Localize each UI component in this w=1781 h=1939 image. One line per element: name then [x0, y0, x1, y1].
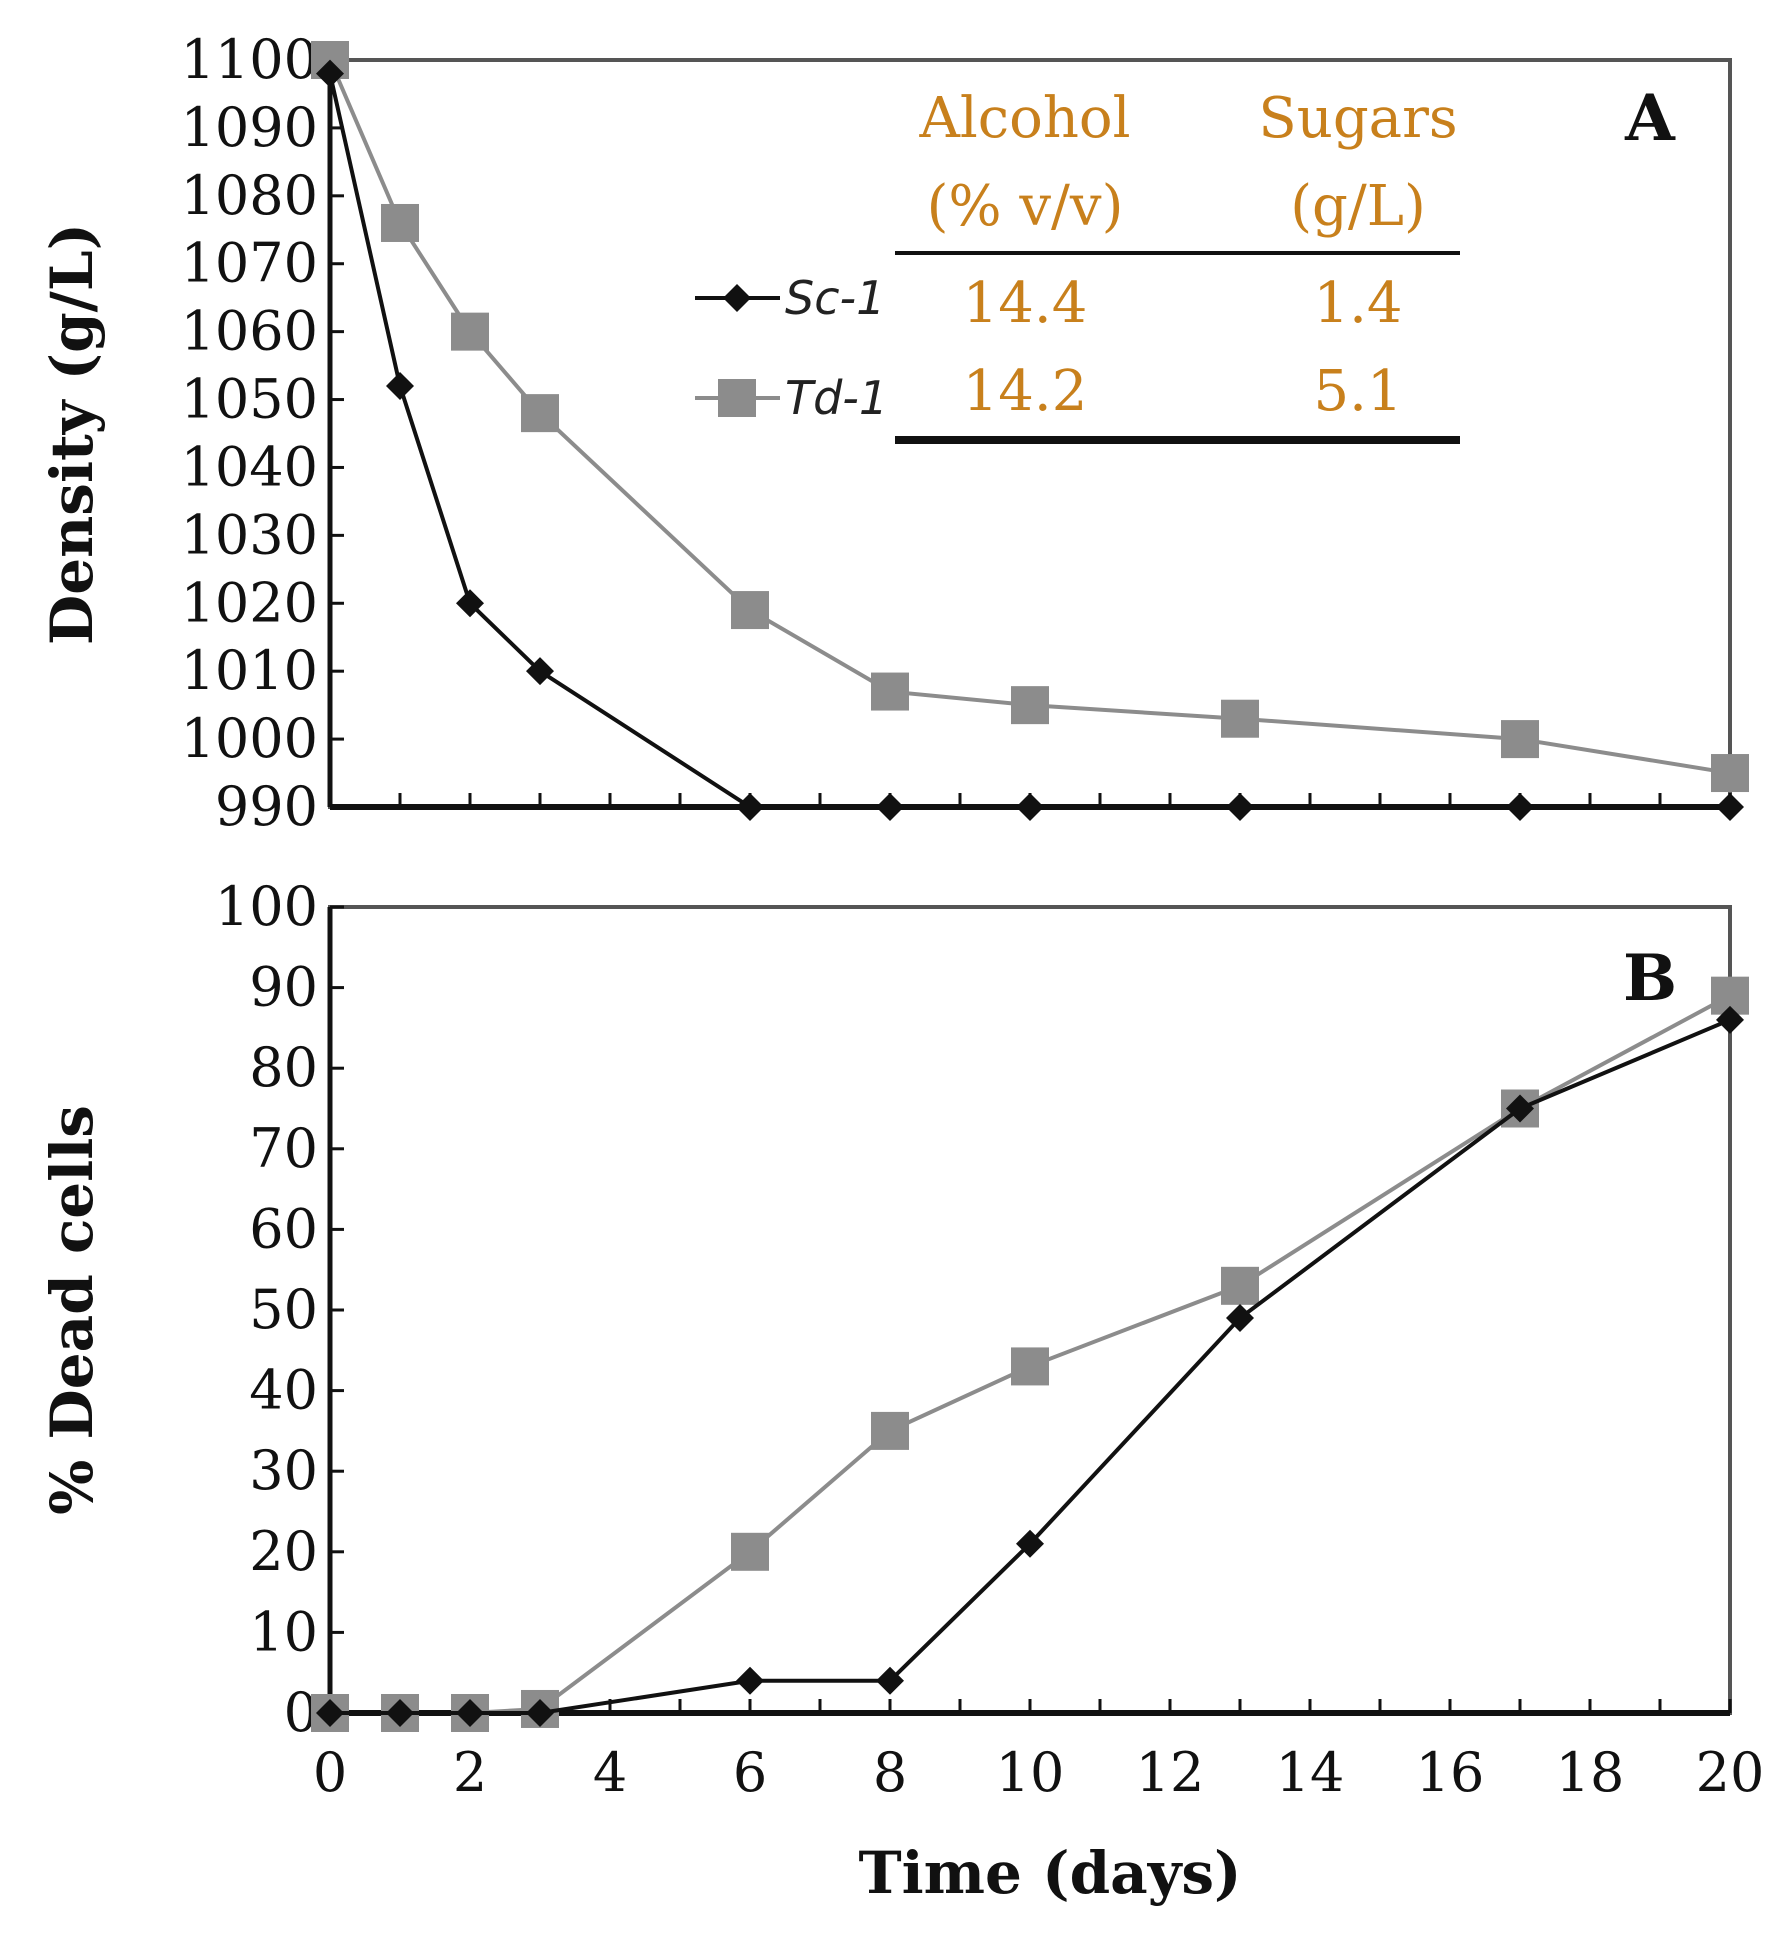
panel-b: B % Dead cells Time (days) 0 10 20 30 40 50 60… [38, 875, 1764, 1907]
panel-a-y-tick-label: 1000 [181, 707, 318, 770]
panel-b-y-tick-label: 80 [249, 1036, 318, 1099]
legend-sc1-label: Sc-1 [785, 271, 885, 325]
panel-b-y-tick-label: 90 [249, 956, 318, 1019]
panel-a-y-tick-label: 1010 [181, 639, 318, 702]
panel-a-y-tick-label: 1070 [181, 232, 318, 295]
panel-a-y-tick-label: 1050 [181, 368, 318, 431]
panel-a-point-td-1 [521, 394, 559, 433]
panel-a-point-td-1 [381, 203, 419, 242]
panel-a-series [311, 41, 1749, 821]
panel-b-x-tick-label: 18 [1556, 1741, 1625, 1804]
panel-a-y-tick-label: 1100 [181, 28, 318, 91]
panel-b-x-tick-label: 10 [996, 1741, 1065, 1804]
panel-b-x-tick-label: 2 [453, 1741, 487, 1804]
panel-b-x-tick-label: 14 [1276, 1741, 1345, 1804]
panel-b-point-sc-1 [1506, 1094, 1534, 1123]
table-sc1-sugars: 1.4 [1313, 271, 1402, 336]
panel-a-point-sc-1 [316, 59, 344, 88]
panel-a-point-sc-1 [526, 657, 554, 686]
panel-a-y-tick-label: 1040 [181, 435, 318, 498]
panel-a-y-tick-label: 1020 [181, 571, 318, 634]
panel-b-point-sc-1 [1716, 1005, 1744, 1034]
legend-td1-label: Td-1 [785, 371, 888, 425]
panel-a-point-sc-1 [1506, 793, 1534, 821]
legend-td1-marker [718, 379, 756, 417]
table-col2-line1: Sugars [1258, 86, 1457, 151]
table-col1-line1: Alcohol [918, 86, 1130, 151]
panel-a-point-td-1 [1501, 720, 1539, 759]
panel-b-point-sc-1 [526, 1699, 554, 1727]
panel-a-point-sc-1 [456, 589, 484, 618]
panel-b-y-tick-label: 10 [249, 1600, 318, 1663]
panel-a-y-tick-label: 1030 [181, 503, 318, 566]
panel-b-y-tick-label: 70 [249, 1117, 318, 1180]
panel-a-point-sc-1 [1226, 793, 1254, 821]
panel-a-line-sc-1 [328, 73, 1730, 809]
table-td1-sugars: 5.1 [1313, 359, 1402, 424]
panel-a-letter: A [1624, 81, 1676, 156]
panel-b-point-sc-1 [1226, 1304, 1254, 1333]
panel-a-point-td-1 [1221, 699, 1259, 738]
panel-a-point-td-1 [871, 672, 909, 711]
table-col1-line2: (% v/v) [927, 174, 1124, 239]
panel-b-point-td-1 [871, 1411, 909, 1450]
panel-b-x-tick-label: 16 [1416, 1741, 1485, 1804]
panel-b-point-sc-1 [386, 1699, 414, 1727]
panel-a-point-sc-1 [736, 793, 764, 821]
panel-b-point-td-1 [1011, 1347, 1049, 1386]
inset-table: Alcohol (% v/v) Sugars (g/L) 14.4 1.4 14… [695, 86, 1460, 444]
panel-b-x-tick-label: 20 [1696, 1741, 1765, 1804]
panel-a-point-td-1 [731, 591, 769, 630]
panel-b-line-sc-1 [330, 1017, 1731, 1715]
panel-b-y-tick-label: 30 [249, 1439, 318, 1502]
panel-b-xlabel: Time (days) [858, 1839, 1241, 1907]
panel-a-point-td-1 [1011, 686, 1049, 725]
panel-b-letter: B [1623, 941, 1677, 1016]
panel-a-y-tick-label: 1060 [181, 300, 318, 363]
panel-a: A Density (g/L) Alcohol (% v/v) Sugars (… [38, 28, 1749, 838]
panel-a-point-sc-1 [386, 371, 414, 400]
panel-a-axes: 9901000101010201030104010501060107010801… [181, 28, 1732, 838]
panel-b-y-tick-label: 100 [215, 875, 318, 938]
panel-b-y-tick-label: 50 [249, 1278, 318, 1341]
panel-b-series [311, 976, 1749, 1732]
panel-b-x-tick-label: 8 [873, 1741, 907, 1804]
panel-b-point-sc-1 [876, 1666, 904, 1695]
panel-b-point-sc-1 [736, 1666, 764, 1695]
panel-b-x-tick-label: 0 [313, 1741, 347, 1804]
panel-a-point-td-1 [1711, 754, 1749, 793]
panel-a-ylabel: Density (g/L) [38, 223, 106, 645]
panel-b-x-tick-label: 12 [1136, 1741, 1205, 1804]
panel-b-point-sc-1 [1016, 1529, 1044, 1558]
panel-b-y-tick-label: 60 [249, 1197, 318, 1260]
panel-b-point-td-1 [731, 1532, 769, 1571]
panel-b-x-tick-label: 4 [593, 1741, 627, 1804]
panel-a-point-td-1 [451, 312, 489, 351]
table-sc1-alcohol: 14.4 [963, 271, 1088, 336]
panel-a-point-sc-1 [1016, 793, 1044, 821]
panel-a-point-sc-1 [876, 793, 904, 821]
panel-b-x-tick-label: 6 [733, 1741, 767, 1804]
panel-a-line-td-1 [328, 59, 1731, 776]
panel-b-y-tick-label: 40 [249, 1359, 318, 1422]
panel-a-y-tick-label: 990 [215, 775, 318, 838]
panel-b-frame [328, 905, 1732, 1715]
panel-a-point-sc-1 [1716, 793, 1744, 821]
panel-a-y-tick-label: 1090 [181, 96, 318, 159]
panel-b-point-td-1 [1221, 1266, 1259, 1305]
table-td1-alcohol: 14.2 [963, 359, 1088, 424]
panel-b-point-sc-1 [456, 1699, 484, 1727]
panel-a-y-tick-label: 1080 [181, 164, 318, 227]
legend-sc1-marker [723, 284, 751, 312]
table-col2-line2: (g/L) [1290, 174, 1426, 239]
panel-b-point-sc-1 [316, 1699, 344, 1727]
panel-b-ylabel: % Dead cells [38, 1105, 106, 1515]
panel-b-y-tick-label: 20 [249, 1520, 318, 1583]
